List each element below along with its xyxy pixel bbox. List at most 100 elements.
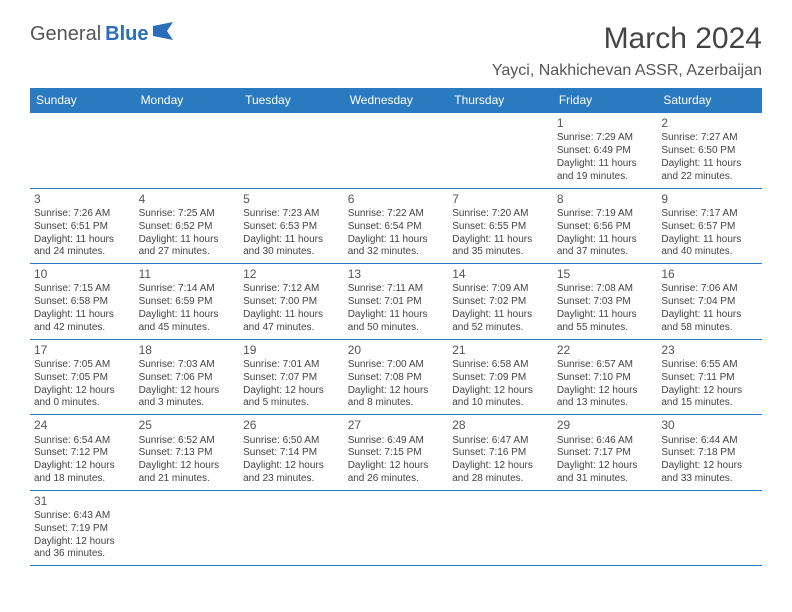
calendar-cell: 13Sunrise: 7:11 AMSunset: 7:01 PMDayligh… xyxy=(344,264,449,340)
sunrise-line: Sunrise: 7:06 AM xyxy=(661,283,758,296)
daylight-line: Daylight: 11 hours and 55 minutes. xyxy=(557,309,654,335)
calendar-cell: 24 Sunrise: 6:54 AMSunset: 7:12 PMDayligh… xyxy=(30,415,135,491)
day-number: 22 xyxy=(557,343,654,358)
day-number: 23 xyxy=(661,343,758,358)
calendar-cell: 21Sunrise: 6:58 AMSunset: 7:09 PMDayligh… xyxy=(448,339,553,415)
sunset-line: Sunset: 6:53 PM xyxy=(243,221,340,234)
sunrise-line: Sunrise: 7:29 AM xyxy=(557,132,654,145)
calendar-cell: 18Sunrise: 7:03 AMSunset: 7:06 PMDayligh… xyxy=(135,339,240,415)
sunset-line: Sunset: 7:08 PM xyxy=(348,372,445,385)
sunset-line: Sunset: 7:13 PM xyxy=(139,447,236,460)
sunset-line: Sunset: 6:49 PM xyxy=(557,145,654,158)
sunset-line: Sunset: 6:56 PM xyxy=(557,221,654,234)
calendar-cell: 22Sunrise: 6:57 AMSunset: 7:10 PMDayligh… xyxy=(553,339,658,415)
day-number: 6 xyxy=(348,192,445,207)
sunset-line: Sunset: 7:15 PM xyxy=(348,447,445,460)
day-number: 24 xyxy=(34,418,131,433)
day-number: 8 xyxy=(557,192,654,207)
sunset-line: Sunset: 7:12 PM xyxy=(34,447,131,460)
daylight-line: Daylight: 11 hours and 37 minutes. xyxy=(557,234,654,260)
day-number: 18 xyxy=(139,343,236,358)
sunrise-line: Sunrise: 6:44 AM xyxy=(661,435,758,448)
daylight-line: Daylight: 12 hours and 13 minutes. xyxy=(557,385,654,411)
sunrise-line: Sunrise: 7:19 AM xyxy=(557,208,654,221)
calendar-cell: 6Sunrise: 7:22 AMSunset: 6:54 PMDaylight… xyxy=(344,188,449,264)
daylight-line: Daylight: 12 hours and 10 minutes. xyxy=(452,385,549,411)
day-number: 28 xyxy=(452,418,549,433)
sunrise-line: Sunrise: 7:03 AM xyxy=(139,359,236,372)
daylight-line: Daylight: 12 hours and 5 minutes. xyxy=(243,385,340,411)
sunrise-line: Sunrise: 7:05 AM xyxy=(34,359,131,372)
calendar-cell xyxy=(657,490,762,566)
sunrise-line: Sunrise: 6:54 AM xyxy=(34,435,131,448)
daylight-line: Daylight: 12 hours and 21 minutes. xyxy=(139,460,236,486)
day-number: 21 xyxy=(452,343,549,358)
calendar-cell: 5Sunrise: 7:23 AMSunset: 6:53 PMDaylight… xyxy=(239,188,344,264)
sunrise-line: Sunrise: 6:58 AM xyxy=(452,359,549,372)
calendar-cell: 23Sunrise: 6:55 AMSunset: 7:11 PMDayligh… xyxy=(657,339,762,415)
day-number: 14 xyxy=(452,267,549,282)
daylight-line: Daylight: 12 hours and 23 minutes. xyxy=(243,460,340,486)
location: Yayci, Nakhichevan ASSR, Azerbaijan xyxy=(492,62,762,80)
sunrise-line: Sunrise: 7:20 AM xyxy=(452,208,549,221)
day-header: Thursday xyxy=(448,88,553,113)
day-number: 9 xyxy=(661,192,758,207)
sunrise-line: Sunrise: 7:11 AM xyxy=(348,283,445,296)
daylight-line: Daylight: 11 hours and 30 minutes. xyxy=(243,234,340,260)
logo: GeneralBlue xyxy=(30,22,179,46)
logo-text-2: Blue xyxy=(105,23,148,46)
sunrise-line: Sunrise: 6:43 AM xyxy=(34,510,131,523)
sunset-line: Sunset: 7:00 PM xyxy=(243,296,340,309)
day-header: Monday xyxy=(135,88,240,113)
day-header: Sunday xyxy=(30,88,135,113)
daylight-line: Daylight: 11 hours and 27 minutes. xyxy=(139,234,236,260)
calendar-table: SundayMondayTuesdayWednesdayThursdayFrid… xyxy=(30,88,762,566)
daylight-line: Daylight: 11 hours and 32 minutes. xyxy=(348,234,445,260)
calendar-cell: 17Sunrise: 7:05 AMSunset: 7:05 PMDayligh… xyxy=(30,339,135,415)
sunrise-line: Sunrise: 7:00 AM xyxy=(348,359,445,372)
daylight-line: Daylight: 11 hours and 42 minutes. xyxy=(34,309,131,335)
calendar-cell: 25Sunrise: 6:52 AMSunset: 7:13 PMDayligh… xyxy=(135,415,240,491)
calendar-cell: 28Sunrise: 6:47 AMSunset: 7:16 PMDayligh… xyxy=(448,415,553,491)
day-number: 29 xyxy=(557,418,654,433)
day-number: 16 xyxy=(661,267,758,282)
calendar-cell: 9Sunrise: 7:17 AMSunset: 6:57 PMDaylight… xyxy=(657,188,762,264)
daylight-line: Daylight: 12 hours and 26 minutes. xyxy=(348,460,445,486)
daylight-line: Daylight: 11 hours and 58 minutes. xyxy=(661,309,758,335)
daylight-line: Daylight: 12 hours and 0 minutes. xyxy=(34,385,131,411)
sunset-line: Sunset: 7:06 PM xyxy=(139,372,236,385)
sunrise-line: Sunrise: 7:12 AM xyxy=(243,283,340,296)
logo-flag-icon xyxy=(153,22,179,46)
sunset-line: Sunset: 7:19 PM xyxy=(34,523,131,536)
day-number: 25 xyxy=(139,418,236,433)
calendar-cell xyxy=(448,490,553,566)
daylight-line: Daylight: 12 hours and 18 minutes. xyxy=(34,460,131,486)
sunset-line: Sunset: 7:03 PM xyxy=(557,296,654,309)
sunset-line: Sunset: 7:07 PM xyxy=(243,372,340,385)
calendar-cell: 15Sunrise: 7:08 AMSunset: 7:03 PMDayligh… xyxy=(553,264,658,340)
day-header: Tuesday xyxy=(239,88,344,113)
sunrise-line: Sunrise: 7:09 AM xyxy=(452,283,549,296)
sunset-line: Sunset: 7:18 PM xyxy=(661,447,758,460)
sunset-line: Sunset: 7:10 PM xyxy=(557,372,654,385)
calendar-cell: 14Sunrise: 7:09 AMSunset: 7:02 PMDayligh… xyxy=(448,264,553,340)
day-header: Saturday xyxy=(657,88,762,113)
daylight-line: Daylight: 12 hours and 8 minutes. xyxy=(348,385,445,411)
sunrise-line: Sunrise: 6:47 AM xyxy=(452,435,549,448)
calendar-cell: 8Sunrise: 7:19 AMSunset: 6:56 PMDaylight… xyxy=(553,188,658,264)
sunrise-line: Sunrise: 6:57 AM xyxy=(557,359,654,372)
calendar-cell: 4Sunrise: 7:25 AMSunset: 6:52 PMDaylight… xyxy=(135,188,240,264)
sunset-line: Sunset: 6:59 PM xyxy=(139,296,236,309)
sunset-line: Sunset: 6:54 PM xyxy=(348,221,445,234)
calendar-cell: 31Sunrise: 6:43 AMSunset: 7:19 PMDayligh… xyxy=(30,490,135,566)
sunset-line: Sunset: 6:52 PM xyxy=(139,221,236,234)
calendar-cell: 11Sunrise: 7:14 AMSunset: 6:59 PMDayligh… xyxy=(135,264,240,340)
day-number: 3 xyxy=(34,192,131,207)
calendar-cell xyxy=(135,113,240,189)
daylight-line: Daylight: 11 hours and 24 minutes. xyxy=(34,234,131,260)
calendar-cell: 19Sunrise: 7:01 AMSunset: 7:07 PMDayligh… xyxy=(239,339,344,415)
calendar-cell: 27Sunrise: 6:49 AMSunset: 7:15 PMDayligh… xyxy=(344,415,449,491)
sunrise-line: Sunrise: 6:49 AM xyxy=(348,435,445,448)
daylight-line: Daylight: 11 hours and 45 minutes. xyxy=(139,309,236,335)
calendar-cell xyxy=(239,490,344,566)
